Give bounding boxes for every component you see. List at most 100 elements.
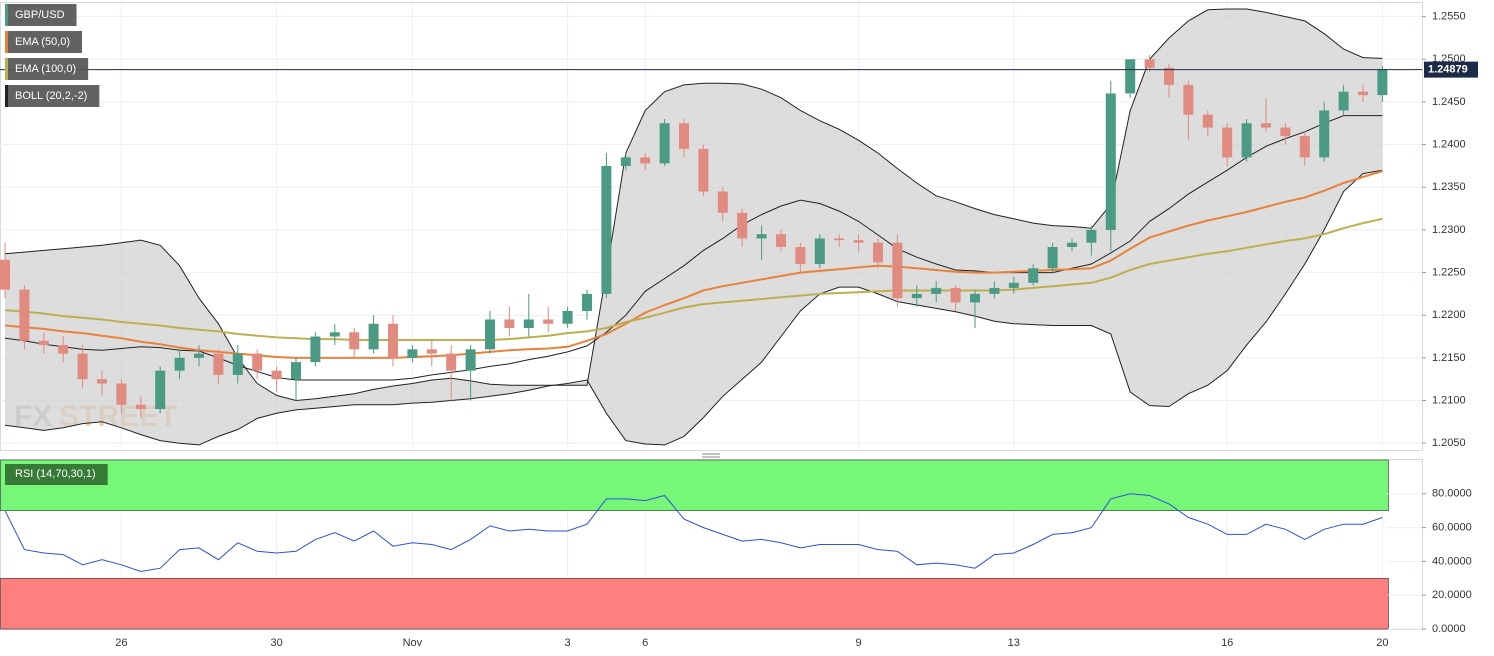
x-tick-label: Nov xyxy=(403,637,423,649)
legend-swatch xyxy=(5,58,8,80)
y-tick-label: 20.0000 xyxy=(1432,589,1472,601)
overbought-zone xyxy=(0,459,1389,512)
candle-body xyxy=(485,319,495,350)
candle-body xyxy=(329,332,340,337)
rsi-line xyxy=(4,493,1383,573)
candle-body xyxy=(77,353,88,380)
legend-label: RSI (14,70,30,1) xyxy=(15,468,96,480)
candle-body xyxy=(698,148,709,192)
candle-body xyxy=(679,123,689,149)
candle-body xyxy=(271,370,282,380)
legend-swatch xyxy=(5,85,8,107)
candle-body xyxy=(465,349,476,371)
y-tick-label: 1.2200 xyxy=(1432,309,1466,321)
candle-body xyxy=(174,357,185,371)
y-tick-label: 1.2300 xyxy=(1432,224,1466,236)
rsi-panel-frame xyxy=(0,459,1423,630)
y-tick-label: 1.2400 xyxy=(1432,139,1466,151)
candle-body xyxy=(892,242,903,299)
candle-body xyxy=(1144,59,1155,68)
oversold-zone xyxy=(0,577,1389,630)
candle-body xyxy=(19,289,30,341)
price-panel-frame xyxy=(0,2,1423,451)
candle-body xyxy=(931,287,942,294)
candle-body xyxy=(1067,242,1077,247)
candle-body xyxy=(601,165,612,294)
candle-body xyxy=(1241,123,1252,158)
candle-body xyxy=(756,234,767,239)
candle-body xyxy=(407,349,418,358)
legend-box xyxy=(5,58,89,80)
x-tick-label: 30 xyxy=(270,637,282,649)
y-tick-label: 1.2050 xyxy=(1432,437,1466,449)
ema-line xyxy=(4,217,1383,341)
candle-body xyxy=(562,310,573,324)
y-tick-label: 40.0000 xyxy=(1432,555,1472,567)
candle-body xyxy=(659,123,670,164)
candle-body xyxy=(970,293,980,303)
x-tick-label: 6 xyxy=(642,637,648,649)
candle-body xyxy=(1125,59,1136,94)
candle-body xyxy=(911,293,922,299)
candle-body xyxy=(989,287,1000,294)
legend-box xyxy=(5,85,100,107)
y-tick-label: 1.2100 xyxy=(1432,394,1466,406)
candle-body xyxy=(446,353,457,371)
candle-body xyxy=(1105,93,1116,230)
candle-body xyxy=(116,383,127,405)
candle-body xyxy=(310,336,321,363)
bollinger-fill xyxy=(5,9,1383,445)
legend-label: EMA (50,0) xyxy=(15,36,70,48)
candle-body xyxy=(213,353,224,375)
ema-line xyxy=(4,170,1383,359)
candle-body xyxy=(834,238,845,241)
candle-body xyxy=(291,362,301,380)
candle-body xyxy=(1338,91,1349,111)
candle-body xyxy=(155,370,166,410)
x-tick-label: 9 xyxy=(856,637,862,649)
legend-swatch xyxy=(5,31,8,53)
candle-body xyxy=(349,332,360,350)
candle-body xyxy=(737,212,748,239)
candle-body xyxy=(1319,110,1330,158)
candle-body xyxy=(1222,127,1233,158)
candle-body xyxy=(426,349,437,354)
y-tick-label: 80.0000 xyxy=(1432,488,1472,500)
legend-label: GBP/USD xyxy=(15,9,65,21)
candle-body xyxy=(97,379,107,384)
legend-box xyxy=(5,464,108,485)
y-tick-label: 1.2150 xyxy=(1432,352,1466,364)
legend-swatch xyxy=(5,4,8,26)
candle-body xyxy=(38,340,49,346)
candle-body xyxy=(523,319,534,329)
candle-body xyxy=(717,191,728,213)
candle-body xyxy=(1183,84,1194,115)
candle-body xyxy=(388,323,398,358)
candle-body xyxy=(873,242,883,263)
x-tick-label: 16 xyxy=(1221,637,1233,649)
y-tick-label: 0.0000 xyxy=(1432,623,1466,635)
candle-body xyxy=(368,323,379,350)
candle-body xyxy=(504,319,515,329)
candle-body xyxy=(1164,67,1174,85)
legend-label: EMA (100,0) xyxy=(15,63,76,75)
y-tick-label: 1.2450 xyxy=(1432,96,1466,108)
candle-body xyxy=(582,293,592,311)
candle-body xyxy=(1261,123,1271,128)
candle-body xyxy=(640,157,651,164)
candle-body xyxy=(543,319,554,324)
last-price-box xyxy=(1424,61,1478,78)
x-tick-label: 3 xyxy=(565,637,571,649)
candle-body xyxy=(1202,114,1213,128)
x-tick-label: 20 xyxy=(1376,637,1388,649)
y-tick-label: 1.2350 xyxy=(1432,181,1466,193)
candle-body xyxy=(1280,127,1291,137)
candle-body xyxy=(1047,246,1058,269)
candle-body xyxy=(58,345,69,354)
bollinger-lower xyxy=(4,169,1383,446)
candle-body xyxy=(1299,136,1310,158)
candle-body xyxy=(950,287,961,303)
candle-body xyxy=(1358,91,1368,96)
candle-body xyxy=(814,238,825,265)
y-tick-label: 1.2250 xyxy=(1432,266,1466,278)
